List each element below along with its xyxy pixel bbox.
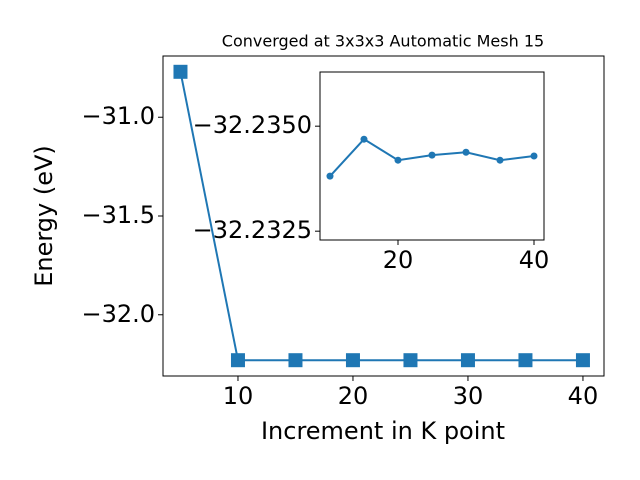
marker <box>496 156 504 164</box>
x-tick-label: 40 <box>519 246 550 274</box>
marker <box>428 151 436 159</box>
x-tick-label: 20 <box>383 246 414 274</box>
data-line <box>179 71 583 362</box>
marker <box>173 64 188 79</box>
x-tick-label: 40 <box>568 382 599 410</box>
marker <box>326 172 334 180</box>
marker <box>460 353 475 368</box>
y-axis-label: Energy (eV) <box>30 145 58 287</box>
x-tick-label: 30 <box>453 382 484 410</box>
marker <box>530 152 538 160</box>
marker <box>345 353 360 368</box>
y-tick-label: −32.0 <box>81 300 155 328</box>
marker <box>518 353 533 368</box>
y-tick-label: −31.0 <box>81 102 155 130</box>
chart-title: Converged at 3x3x3 Automatic Mesh 15 <box>222 32 544 51</box>
y-tick-label: −32.2325 <box>193 216 312 244</box>
marker <box>403 353 418 368</box>
x-axis-label: Increment in K point <box>261 417 505 445</box>
marker <box>360 135 368 143</box>
x-tick-label: 10 <box>223 382 254 410</box>
marker <box>288 353 303 368</box>
marker <box>230 353 245 368</box>
x-tick-label: 20 <box>338 382 369 410</box>
marker <box>462 148 470 156</box>
y-tick-label: −32.2350 <box>193 111 312 139</box>
marker <box>575 353 590 368</box>
marker <box>394 156 402 164</box>
y-tick-label: −31.5 <box>81 201 155 229</box>
